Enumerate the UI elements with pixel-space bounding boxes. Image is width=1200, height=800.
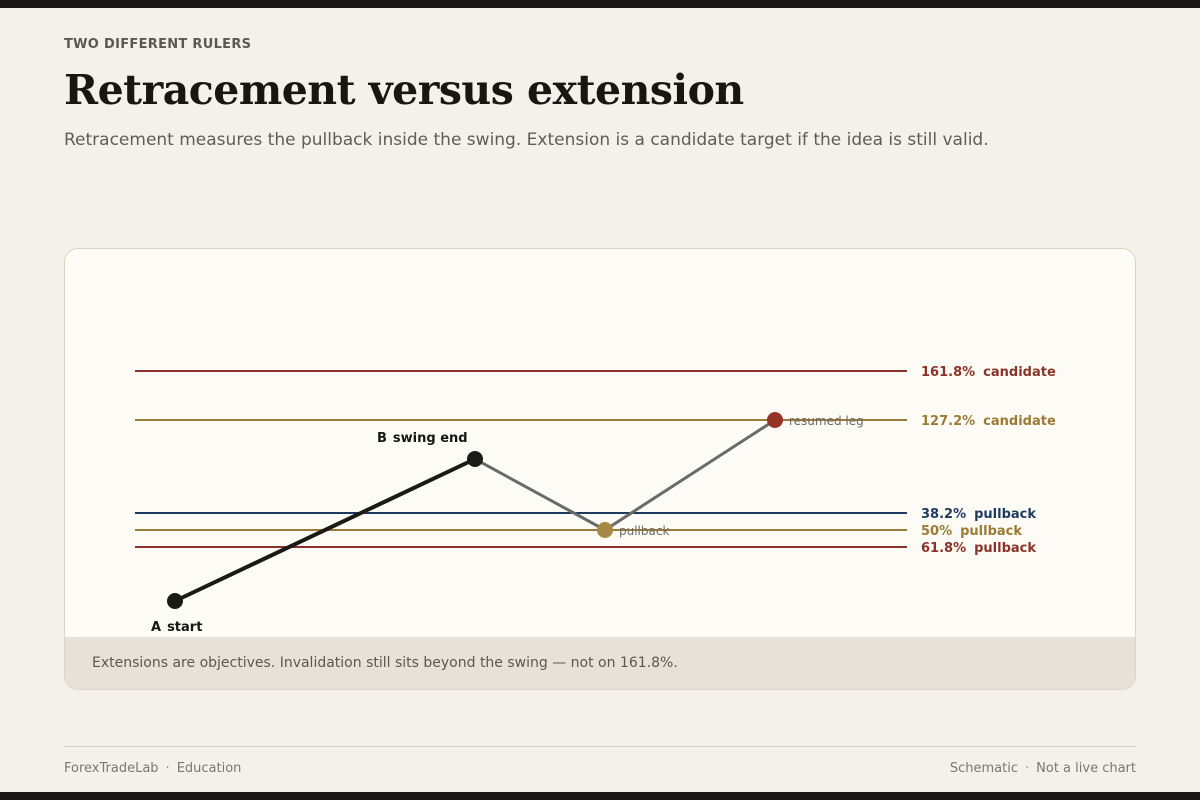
diagram-card: 161.8% candidate 127.2% candidate 38.2% pul… bbox=[64, 248, 1136, 690]
level-kind-61: pullback bbox=[974, 541, 1036, 556]
footer-divider bbox=[64, 746, 1136, 747]
footer-separator: · bbox=[1025, 761, 1030, 776]
point-b-text: swing end bbox=[393, 431, 468, 446]
swing-leg-line bbox=[173, 457, 477, 603]
page-subtitle: Retracement measures the pullback inside… bbox=[64, 130, 989, 150]
level-label-127: 127.2% candidate bbox=[921, 414, 1056, 429]
point-a-marker bbox=[167, 593, 183, 609]
card-note-text: Extensions are objectives. Invalidation … bbox=[92, 655, 678, 671]
level-label-38: 38.2% pullback bbox=[921, 507, 1036, 522]
bottom-bar bbox=[0, 792, 1200, 800]
point-b-letter: B bbox=[377, 431, 387, 446]
level-pct-127: 127.2% bbox=[921, 414, 975, 429]
footer-right: Schematic · Not a live chart bbox=[950, 761, 1136, 776]
level-pct-50: 50% bbox=[921, 524, 952, 539]
footer-tag-schematic: Schematic bbox=[949, 761, 1018, 776]
pullback-marker bbox=[597, 522, 613, 538]
level-kind-127: candidate bbox=[983, 414, 1056, 429]
point-a-letter: A bbox=[151, 620, 161, 635]
level-pct-61: 61.8% bbox=[921, 541, 966, 556]
level-label-161: 161.8% candidate bbox=[921, 365, 1056, 380]
fib-diagram: 161.8% candidate 127.2% candidate 38.2% pul… bbox=[135, 365, 1056, 635]
level-kind-50: pullback bbox=[960, 524, 1022, 539]
top-bar bbox=[0, 0, 1200, 8]
eyebrow-label: TWO DIFFERENT RULERS bbox=[64, 37, 252, 52]
point-a-text: start bbox=[167, 620, 202, 635]
level-label-61: 61.8% pullback bbox=[921, 541, 1036, 556]
level-kind-38: pullback bbox=[974, 507, 1036, 522]
page-title: Retracement versus extension bbox=[64, 66, 744, 114]
level-kind-161: candidate bbox=[983, 365, 1056, 380]
pullback-label: pullback bbox=[619, 524, 669, 538]
footer-left: ForexTradeLab · Education bbox=[64, 761, 241, 776]
footer-section: Education bbox=[176, 761, 242, 776]
card-note-bar: Extensions are objectives. Invalidation … bbox=[65, 637, 1135, 689]
level-pct-38: 38.2% bbox=[921, 507, 966, 522]
footer-brand: ForexTradeLab bbox=[64, 761, 159, 776]
level-pct-161: 161.8% bbox=[921, 365, 975, 380]
resumed-marker bbox=[767, 412, 783, 428]
footer-separator: · bbox=[165, 761, 170, 776]
resumed-leg-label: resumed leg bbox=[789, 414, 864, 428]
footer-tag-not-live: Not a live chart bbox=[1036, 761, 1136, 776]
level-label-50: 50% pullback bbox=[921, 524, 1022, 539]
point-b-marker bbox=[467, 451, 483, 467]
